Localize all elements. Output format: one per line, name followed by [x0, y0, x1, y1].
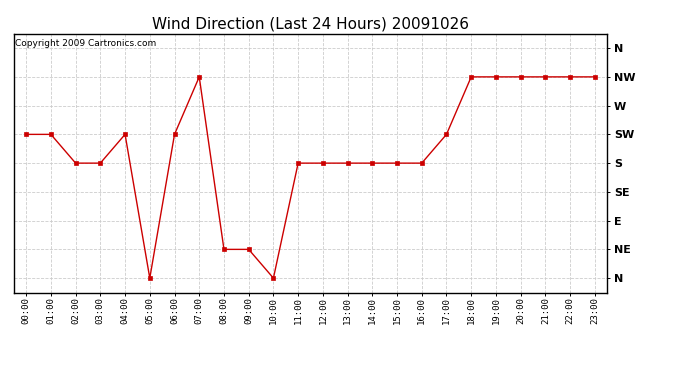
Title: Wind Direction (Last 24 Hours) 20091026: Wind Direction (Last 24 Hours) 20091026 [152, 16, 469, 31]
Text: Copyright 2009 Cartronics.com: Copyright 2009 Cartronics.com [15, 39, 156, 48]
